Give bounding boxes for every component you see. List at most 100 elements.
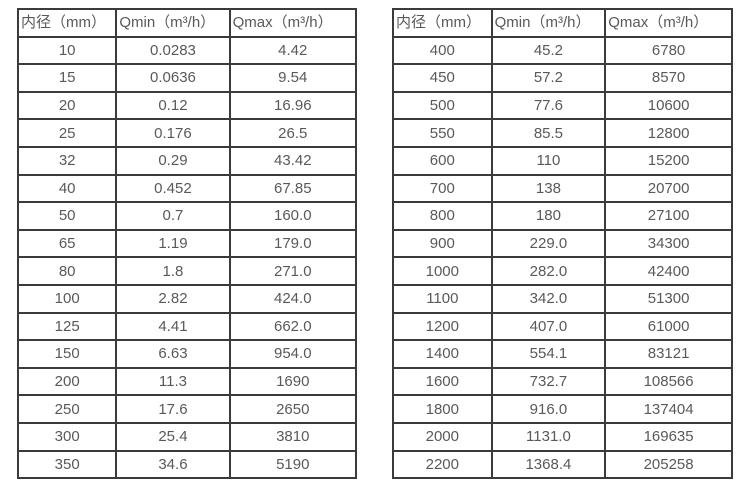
table-row: 10 0.0283 4.42 bbox=[16, 35, 358, 66]
qmin-cell: 0.29 bbox=[115, 145, 231, 176]
qmin-cell: 229.0 bbox=[490, 228, 607, 259]
qmin-cell: 0.452 bbox=[115, 173, 231, 204]
diameter-cell: 500 bbox=[392, 90, 493, 121]
qmin-cell: 110 bbox=[490, 145, 607, 176]
table-row: 300 25.4 3810 bbox=[16, 421, 358, 452]
diameter-cell: 32 bbox=[16, 145, 118, 176]
qmax-cell: 10600 bbox=[604, 90, 733, 121]
table-row: 32 0.29 43.42 bbox=[16, 145, 358, 176]
diameter-cell: 50 bbox=[16, 201, 118, 231]
diameter-cell: 10 bbox=[16, 35, 118, 66]
qmax-cell: 43.42 bbox=[228, 145, 358, 176]
table-row: 100 2.82 424.0 bbox=[16, 283, 358, 314]
qmin-cell: 77.6 bbox=[490, 90, 607, 121]
diameter-cell: 100 bbox=[16, 283, 118, 314]
qmax-cell: 108566 bbox=[604, 366, 733, 397]
diameter-cell: 400 bbox=[392, 35, 493, 66]
flow-table-large-diameters: 内径（mm） Qmin（m³/h） Qmax（m³/h） 400 45.2 6780… bbox=[392, 8, 733, 480]
header-qmax: Qmax（m³/h） bbox=[228, 8, 358, 38]
qmin-cell: 0.12 bbox=[115, 90, 231, 121]
qmax-cell: 1690 bbox=[228, 366, 358, 397]
qmax-cell: 954.0 bbox=[228, 339, 358, 369]
qmin-cell: 1.8 bbox=[115, 256, 231, 286]
diameter-cell: 2200 bbox=[392, 449, 493, 480]
diameter-cell: 2000 bbox=[392, 421, 493, 452]
table-row: 450 57.2 8570 bbox=[392, 63, 733, 93]
diameter-cell: 350 bbox=[16, 449, 118, 480]
diameter-cell: 1200 bbox=[392, 311, 493, 342]
header-qmax: Qmax（m³/h） bbox=[604, 8, 733, 38]
table-row: 1100 342.0 51300 bbox=[392, 283, 733, 314]
diameter-cell: 20 bbox=[16, 90, 118, 121]
diameter-cell: 900 bbox=[392, 228, 493, 259]
table-row: 2000 1131.0 169635 bbox=[392, 421, 733, 452]
diameter-cell: 550 bbox=[392, 118, 493, 148]
table-row: 500 77.6 10600 bbox=[392, 90, 733, 121]
qmin-cell: 180 bbox=[490, 201, 607, 231]
table-row: 200 11.3 1690 bbox=[16, 366, 358, 397]
header-row: 内径（mm） Qmin（m³/h） Qmax（m³/h） bbox=[16, 8, 358, 38]
diameter-cell: 1600 bbox=[392, 366, 493, 397]
qmax-cell: 271.0 bbox=[228, 256, 358, 286]
qmin-cell: 17.6 bbox=[115, 394, 231, 424]
qmax-cell: 51300 bbox=[604, 283, 733, 314]
qmin-cell: 45.2 bbox=[490, 35, 607, 66]
qmin-cell: 11.3 bbox=[115, 366, 231, 397]
table-row: 1400 554.1 83121 bbox=[392, 339, 733, 369]
qmax-cell: 2650 bbox=[228, 394, 358, 424]
diameter-cell: 65 bbox=[16, 228, 118, 259]
qmax-cell: 67.85 bbox=[228, 173, 358, 204]
table-row: 700 138 20700 bbox=[392, 173, 733, 204]
diameter-cell: 200 bbox=[16, 366, 118, 397]
qmin-cell: 85.5 bbox=[490, 118, 607, 148]
table-row: 80 1.8 271.0 bbox=[16, 256, 358, 286]
diameter-cell: 125 bbox=[16, 311, 118, 342]
qmax-cell: 42400 bbox=[604, 256, 733, 286]
diameter-cell: 40 bbox=[16, 173, 118, 204]
diameter-cell: 300 bbox=[16, 421, 118, 452]
qmax-cell: 205258 bbox=[604, 449, 733, 480]
diameter-cell: 700 bbox=[392, 173, 493, 204]
qmax-cell: 3810 bbox=[228, 421, 358, 452]
qmax-cell: 179.0 bbox=[228, 228, 358, 259]
table-row: 50 0.7 160.0 bbox=[16, 201, 358, 231]
table-row: 250 17.6 2650 bbox=[16, 394, 358, 424]
qmax-cell: 169635 bbox=[604, 421, 733, 452]
diameter-cell: 15 bbox=[16, 63, 118, 93]
table-row: 400 45.2 6780 bbox=[392, 35, 733, 66]
qmin-cell: 1131.0 bbox=[490, 421, 607, 452]
table-row: 125 4.41 662.0 bbox=[16, 311, 358, 342]
qmin-cell: 0.176 bbox=[115, 118, 231, 148]
table-row: 900 229.0 34300 bbox=[392, 228, 733, 259]
qmax-cell: 424.0 bbox=[228, 283, 358, 314]
table-row: 15 0.0636 9.54 bbox=[16, 63, 358, 93]
table-row: 1600 732.7 108566 bbox=[392, 366, 733, 397]
diameter-cell: 1800 bbox=[392, 394, 493, 424]
diameter-cell: 150 bbox=[16, 339, 118, 369]
table-row: 2200 1368.4 205258 bbox=[392, 449, 733, 480]
qmax-cell: 12800 bbox=[604, 118, 733, 148]
qmin-cell: 554.1 bbox=[490, 339, 607, 369]
table-row: 550 85.5 12800 bbox=[392, 118, 733, 148]
header-qmin: Qmin（m³/h） bbox=[115, 8, 231, 38]
diameter-cell: 1100 bbox=[392, 283, 493, 314]
table-row: 600 110 15200 bbox=[392, 145, 733, 176]
qmin-cell: 342.0 bbox=[490, 283, 607, 314]
diameter-cell: 450 bbox=[392, 63, 493, 93]
qmax-cell: 26.5 bbox=[228, 118, 358, 148]
table-row: 350 34.6 5190 bbox=[16, 449, 358, 480]
diameter-cell: 25 bbox=[16, 118, 118, 148]
diameter-cell: 250 bbox=[16, 394, 118, 424]
table-body: 400 45.2 6780 450 57.2 8570 500 77.6 10600 550 85.… bbox=[392, 35, 733, 480]
flow-table-small-diameters: 内径（mm） Qmin（m³/h） Qmax（m³/h） 10 0.0283 4.4… bbox=[16, 8, 358, 480]
table-row: 1800 916.0 137404 bbox=[392, 394, 733, 424]
qmin-cell: 57.2 bbox=[490, 63, 607, 93]
qmax-cell: 34300 bbox=[604, 228, 733, 259]
qmin-cell: 0.0636 bbox=[115, 63, 231, 93]
qmax-cell: 16.96 bbox=[228, 90, 358, 121]
diameter-cell: 1000 bbox=[392, 256, 493, 286]
qmax-cell: 6780 bbox=[604, 35, 733, 66]
table-row: 20 0.12 16.96 bbox=[16, 90, 358, 121]
qmax-cell: 137404 bbox=[604, 394, 733, 424]
